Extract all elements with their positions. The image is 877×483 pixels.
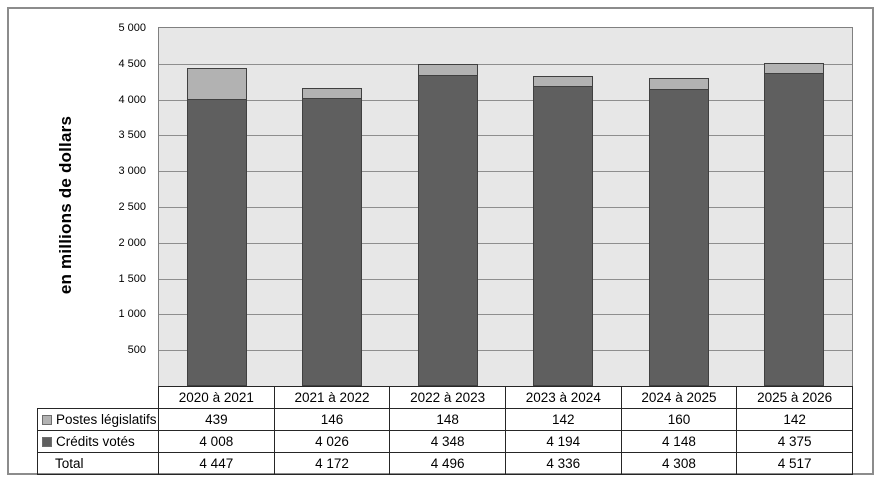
table-year-header: 2020 à 2021	[158, 386, 275, 409]
bar-segment-credits-votes	[302, 98, 362, 386]
gridline	[159, 314, 852, 316]
gridline	[159, 242, 852, 244]
table-year-header: 2023 à 2024	[504, 386, 622, 409]
table-year-header: 2025 à 2026	[736, 386, 853, 409]
legend-marker-icon	[42, 415, 52, 425]
table-value-cell: 4 026	[273, 430, 391, 453]
gridline	[159, 171, 852, 173]
series-label: Crédits votés	[56, 434, 135, 449]
table-value-cell: 146	[273, 408, 391, 431]
bar-segment-credits-votes	[418, 75, 478, 386]
table-value-cell: 4 375	[736, 430, 853, 453]
table-value-cell: 4 308	[620, 452, 738, 475]
y-tick-label: 4 000	[118, 93, 146, 106]
y-tick-label: 1 500	[118, 272, 146, 285]
y-tick-label: 3 500	[118, 129, 146, 142]
gridline	[159, 278, 852, 280]
table-value-cell: 4 517	[736, 452, 853, 475]
table-value-cell: 4 008	[158, 430, 275, 453]
gridline	[159, 99, 852, 101]
table-corner-cell	[38, 387, 159, 409]
y-axis-tick-labels: 5 000 4 500 4 000 3 500 3 000 2 500 2 000 1 500…	[0, 22, 150, 386]
table-row-label: Total	[37, 452, 159, 475]
table-value-cell: 4 447	[158, 452, 275, 475]
table-value-cell: 4 194	[504, 430, 622, 453]
y-tick-label: 2 500	[118, 201, 146, 213]
bar-segment-credits-votes	[764, 73, 824, 386]
table-value-cell: 142	[736, 408, 853, 431]
y-tick-label: 5 000	[118, 22, 146, 34]
gridline	[159, 135, 852, 137]
table-year-header: 2021 à 2022	[273, 386, 391, 409]
table-value-cell: 148	[389, 408, 506, 431]
bar-segment-credits-votes	[187, 99, 247, 386]
table-year-header: 2022 à 2023	[389, 386, 506, 409]
gridline	[159, 207, 852, 208]
gridline	[159, 63, 852, 65]
bar-segment-postes-legislatifs	[187, 68, 247, 100]
series-label: Postes législatifs	[56, 412, 157, 427]
table-value-cell: 4 172	[273, 452, 391, 475]
table-value-cell: 160	[620, 408, 738, 431]
table-row-label: Crédits votés	[37, 430, 159, 453]
bar-segment-credits-votes	[649, 89, 709, 386]
legend-marker-icon	[42, 437, 52, 447]
y-tick-label: 2 000	[118, 236, 146, 249]
data-table: 2020 à 2021 2021 à 2022 2022 à 2023 2023 à …	[37, 386, 853, 475]
table-value-cell: 4 348	[389, 430, 506, 453]
plot-area	[158, 27, 853, 386]
table-value-cell: 4 496	[389, 452, 506, 475]
y-tick-label: 4 500	[118, 57, 146, 70]
table-value-cell: 4 148	[620, 430, 738, 453]
table-value-cell: 4 336	[504, 452, 622, 475]
series-label: Total	[55, 456, 84, 471]
gridline	[159, 350, 852, 352]
table-value-cell: 439	[158, 408, 275, 431]
y-tick-label: 500	[127, 344, 146, 357]
table-year-header: 2024 à 2025	[620, 386, 738, 409]
table-value-cell: 142	[504, 408, 622, 431]
bar-segment-credits-votes	[533, 86, 593, 386]
table-row-label: Postes législatifs	[37, 408, 159, 431]
y-tick-label: 3 000	[118, 165, 146, 178]
y-tick-label: 1 000	[118, 308, 146, 321]
